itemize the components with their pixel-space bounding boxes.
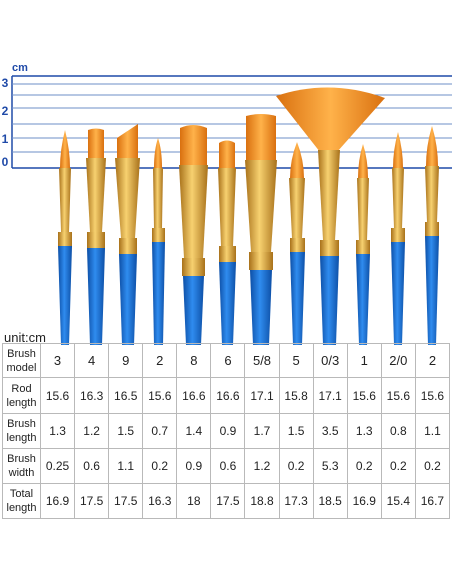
table-cell: 17.5: [108, 483, 144, 519]
brush-model-6: [218, 140, 236, 345]
table-cell: 15.6: [414, 377, 451, 414]
table-cell: 0.7: [142, 413, 178, 449]
table-cell: 0.25: [39, 448, 76, 484]
table-cell: 17.1: [244, 377, 280, 414]
brush-model-2-round: [425, 126, 439, 345]
table-cell: 1.4: [176, 413, 212, 449]
table-cell: 15.8: [278, 377, 314, 414]
table-cell: 15.6: [39, 377, 76, 414]
table-cell: 16.7: [414, 483, 451, 519]
table-cell: 16.3: [142, 483, 178, 519]
model-cell: 2: [414, 343, 451, 378]
model-cell: 3: [39, 343, 76, 378]
ruler-tick-2: 2: [1, 104, 9, 118]
table-cell: 17.1: [312, 377, 348, 414]
table-cell: 5.3: [312, 448, 348, 484]
model-cell: 4: [74, 343, 110, 378]
table-cell: 0.9: [176, 448, 212, 484]
table-cell: 0.2: [414, 448, 451, 484]
table-cell: 18.5: [312, 483, 348, 519]
table-cell: 15.6: [380, 377, 416, 414]
row-header-brush-width: Brush width: [2, 448, 41, 484]
table-cell: 1.3: [39, 413, 76, 449]
brush-model-5: [289, 142, 305, 345]
model-cell: 2/0: [380, 343, 416, 378]
ruler-tick-0: 0: [1, 155, 9, 169]
ruler-tick-1: 1: [1, 132, 9, 146]
model-cell: 8: [176, 343, 212, 378]
table-cell: 0.2: [278, 448, 314, 484]
brush-model-4: [86, 128, 106, 345]
table-cell: 1.5: [278, 413, 314, 449]
table-row-brush-model: Brush model 3 4 9 2 8 6 5/8 5 0/3 1 2/0 2: [2, 343, 451, 378]
brush-spec-table: Brush model 3 4 9 2 8 6 5/8 5 0/3 1 2/0 2…: [2, 343, 451, 519]
table-cell: 17.5: [210, 483, 246, 519]
table-cell: 15.4: [380, 483, 416, 519]
row-header-total-length: Total length: [2, 483, 41, 519]
table-cell: 1.7: [244, 413, 280, 449]
table-cell: 1.3: [346, 413, 382, 449]
table-cell: 17.5: [74, 483, 110, 519]
model-cell: 5: [278, 343, 314, 378]
table-cell: 1.1: [108, 448, 144, 484]
table-cell: 15.6: [142, 377, 178, 414]
table-cell: 16.6: [210, 377, 246, 414]
model-cell: 5/8: [244, 343, 280, 378]
model-cell: 6: [210, 343, 246, 378]
model-cell: 0/3: [312, 343, 348, 378]
table-cell: 1.2: [244, 448, 280, 484]
table-cell: 18.8: [244, 483, 280, 519]
table-cell: 0.6: [210, 448, 246, 484]
table-row-rod-length: Rod length 15.6 16.3 16.5 15.6 16.6 16.6 …: [2, 377, 451, 414]
table-cell: 1.1: [414, 413, 451, 449]
model-cell: 2: [142, 343, 178, 378]
table-cell: 0.2: [142, 448, 178, 484]
brush-model-5-8: [245, 114, 277, 345]
table-cell: 16.9: [39, 483, 76, 519]
table-row-brush-width: Brush width 0.25 0.6 1.1 0.2 0.9 0.6 1.2 …: [2, 448, 451, 484]
ruler-tick-3: 3: [1, 76, 9, 90]
brush-model-3: [58, 130, 72, 345]
table-cell: 18: [176, 483, 212, 519]
table-row-brush-length: Brush length 1.3 1.2 1.5 0.7 1.4 0.9 1.7 …: [2, 413, 451, 449]
table-cell: 3.5: [312, 413, 348, 449]
table-cell: 16.3: [74, 377, 110, 414]
table-cell: 0.9: [210, 413, 246, 449]
table-cell: 0.2: [380, 448, 416, 484]
model-cell: 1: [346, 343, 382, 378]
unit-label: unit:cm: [4, 330, 46, 345]
table-cell: 0.6: [74, 448, 110, 484]
table-cell: 0.2: [346, 448, 382, 484]
table-cell: 0.8: [380, 413, 416, 449]
brush-model-1: [356, 144, 370, 345]
table-cell: 1.5: [108, 413, 144, 449]
model-cell: 9: [108, 343, 144, 378]
table-cell: 17.3: [278, 483, 314, 519]
brush-model-9: [115, 124, 140, 345]
table-cell: 15.6: [346, 377, 382, 414]
table-cell: 16.6: [176, 377, 212, 414]
table-row-total-length: Total length 16.9 17.5 17.5 16.3 18 17.5 …: [2, 483, 451, 519]
table-cell: 16.9: [346, 483, 382, 519]
brush-model-2-liner: [152, 138, 165, 345]
brush-model-8: [179, 125, 208, 345]
row-header-rod-length: Rod length: [2, 377, 41, 414]
brush-set-illustration: [58, 87, 439, 345]
brush-model-2-0: [391, 132, 405, 345]
brush-model-0-3-fan: [276, 87, 385, 345]
row-header-brush-length: Brush length: [2, 413, 41, 449]
row-header-brush-model: Brush model: [2, 343, 41, 378]
table-cell: 16.5: [108, 377, 144, 414]
ruler-unit-label: cm: [12, 62, 28, 74]
table-cell: 1.2: [74, 413, 110, 449]
